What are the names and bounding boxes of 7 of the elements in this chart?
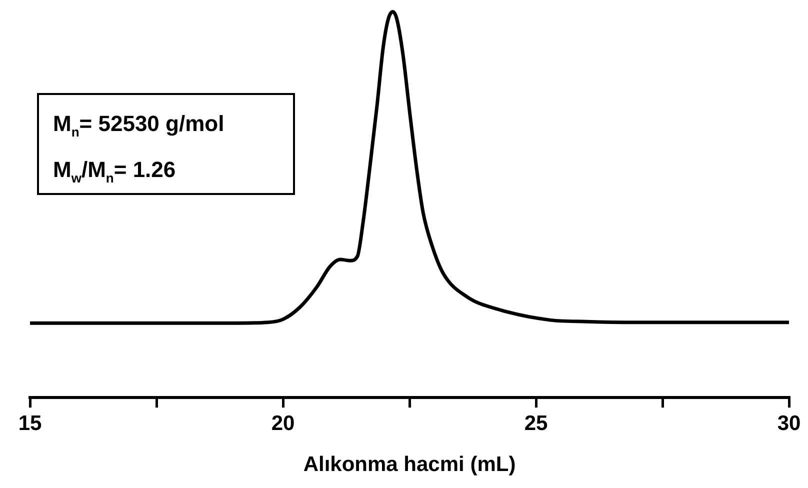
annotation: M$_{w}$/M$_{n}$= 1.26 xyxy=(53,156,177,188)
x-tick-label: 15 xyxy=(18,412,42,435)
x-tick-label: 20 xyxy=(271,412,295,435)
x-tick-label: 30 xyxy=(777,412,801,435)
x-axis-title: Alıkonma hacmi (mL) xyxy=(303,453,516,476)
x-tick-label: 25 xyxy=(524,412,548,435)
annotation: M$_{n}$= 52530 g/mol xyxy=(53,110,226,142)
